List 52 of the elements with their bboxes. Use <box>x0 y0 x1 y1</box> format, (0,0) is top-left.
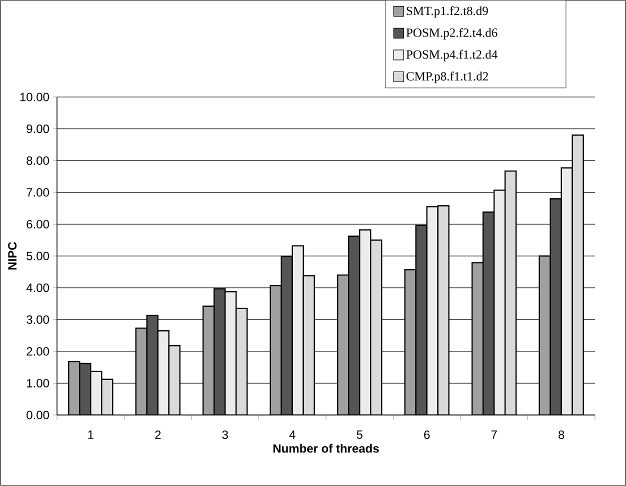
bar <box>302 275 315 415</box>
legend-label: POSM.p2.f2.t4.d6 <box>406 28 498 40</box>
y-tick-label: 8.00 <box>26 156 50 165</box>
bar <box>538 255 551 415</box>
bar <box>292 245 304 415</box>
y-tick-label: 4.00 <box>26 284 50 292</box>
y-tick-label: 9.00 <box>26 124 50 134</box>
y-tick-label: 10.00 <box>20 92 50 102</box>
bar <box>270 284 282 415</box>
bar <box>494 190 506 415</box>
bar <box>550 198 562 415</box>
x-axis-title: Number of threads <box>273 444 379 453</box>
x-tick-label: 3 <box>222 430 228 440</box>
y-tick-label: 0.00 <box>26 410 50 420</box>
x-tick-label: 2 <box>155 430 161 439</box>
y-axis-title: NIPC <box>8 242 17 270</box>
bar <box>135 328 148 415</box>
legend-label: POSM.p4.f1.t2.d4 <box>406 50 498 62</box>
bar <box>426 206 438 415</box>
bar <box>482 212 495 415</box>
bar <box>415 224 428 415</box>
x-tick-label: 6 <box>424 430 430 440</box>
x-tick-label: 5 <box>356 430 362 439</box>
y-tick-label: 3.00 <box>26 315 50 324</box>
bar <box>337 274 350 415</box>
bar <box>236 308 248 415</box>
x-tick-label: 8 <box>558 430 564 440</box>
bar <box>404 269 416 415</box>
bar <box>202 306 215 415</box>
legend-label: SMT.p1.f2.t8.d9 <box>406 6 488 18</box>
y-tick-label: 1.00 <box>27 378 50 388</box>
bar <box>504 170 517 415</box>
bar <box>214 288 226 415</box>
bar <box>280 256 293 415</box>
bar <box>437 205 450 415</box>
y-tick-label: 5.00 <box>26 252 50 260</box>
bar <box>146 314 158 415</box>
y-tick-label: 2.00 <box>26 347 50 356</box>
bar <box>224 291 237 415</box>
bar <box>572 134 584 415</box>
legend-label: CMP.p8.f1.t1.d2 <box>406 72 488 84</box>
x-tick-label: 1 <box>88 430 94 439</box>
bar <box>472 262 484 415</box>
y-tick-label: 6.00 <box>26 220 50 228</box>
bar <box>560 167 573 415</box>
y-tick-label: 7.00 <box>26 188 50 197</box>
bar <box>348 236 360 415</box>
bar <box>370 239 382 415</box>
x-tick-label: 7 <box>491 430 497 439</box>
bar <box>359 229 372 415</box>
x-tick-label: 4 <box>289 430 296 439</box>
bar <box>157 330 170 415</box>
